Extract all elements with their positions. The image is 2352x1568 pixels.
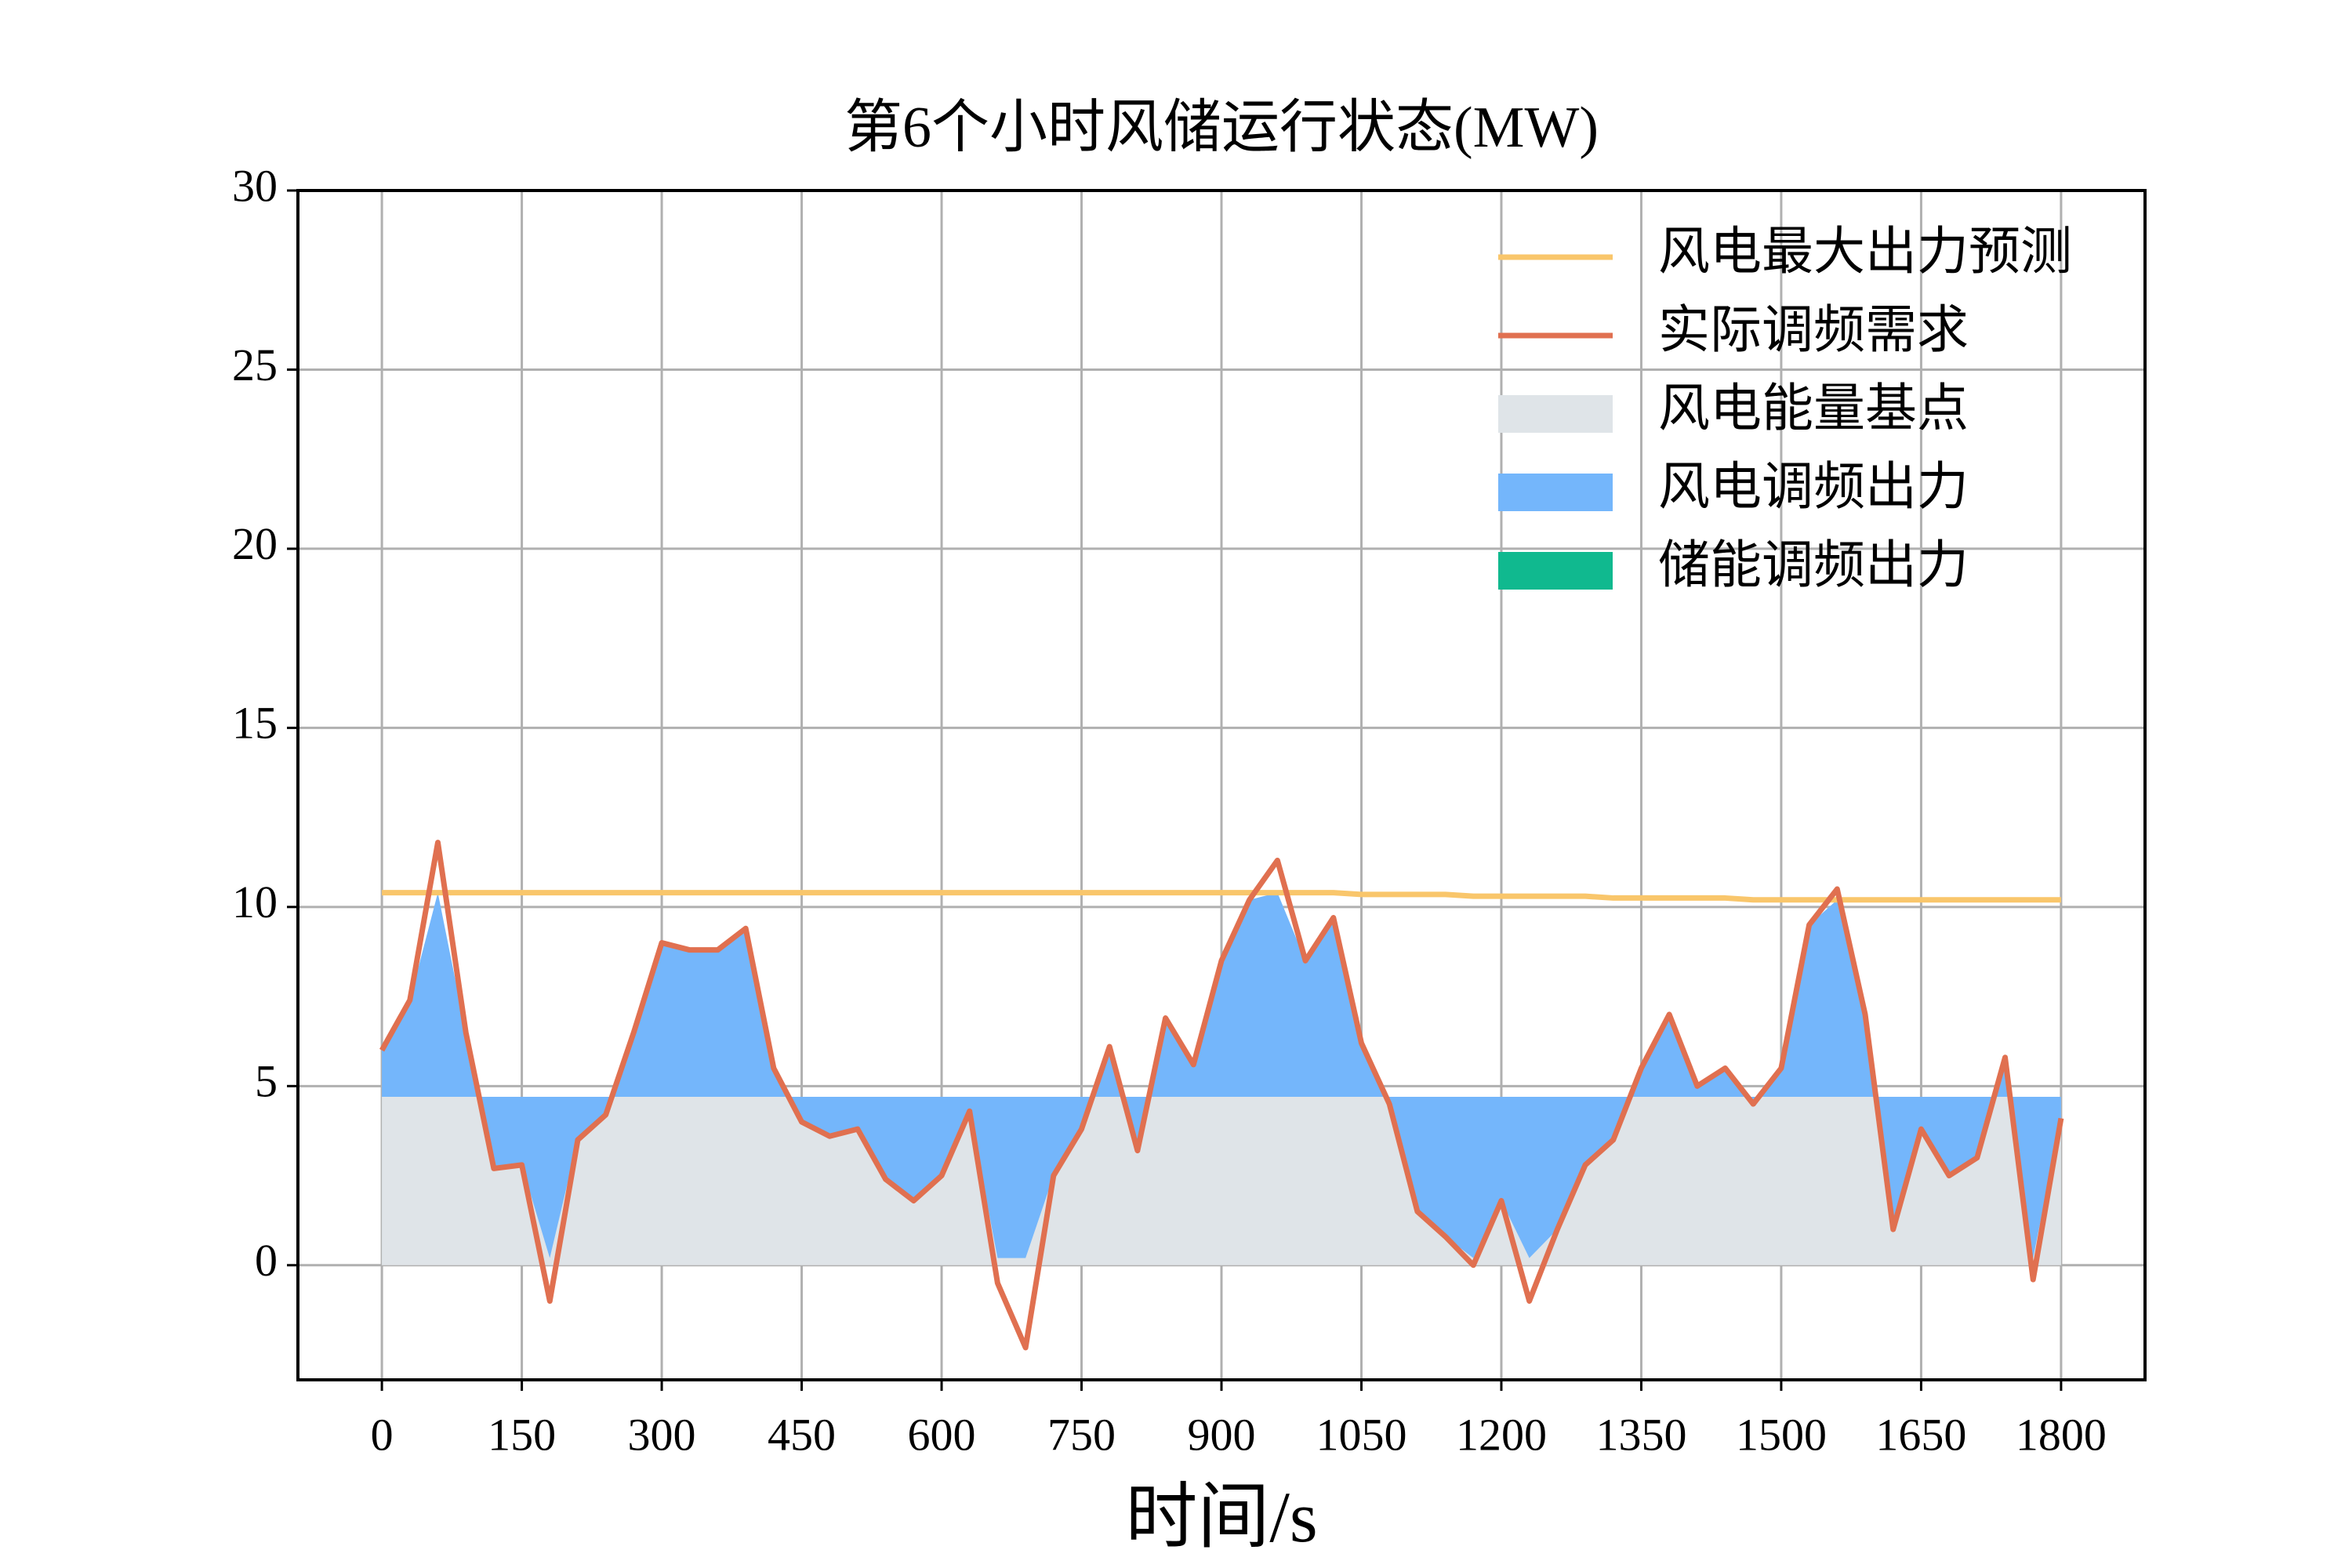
y-tick-label: 15 [232, 698, 278, 749]
x-tick-label: 1200 [1456, 1409, 1547, 1460]
legend-label: 风电能量基点 [1658, 380, 1969, 437]
x-tick-label: 1500 [1736, 1409, 1827, 1460]
x-tick-label: 750 [1047, 1409, 1116, 1460]
legend-patch [1498, 395, 1613, 433]
x-tick-label: 150 [488, 1409, 556, 1460]
x-tick-label: 1800 [2016, 1409, 2107, 1460]
x-tick-label: 600 [908, 1409, 976, 1460]
x-tick-label: 1350 [1595, 1409, 1686, 1460]
series-line [379, 840, 2064, 1351]
x-tick-label: 300 [628, 1409, 696, 1460]
legend-patch [1498, 552, 1613, 590]
chart-title: 第6个小时风储运行状态(MW) [844, 96, 1599, 160]
legend-label: 风电调频出力 [1658, 459, 1969, 516]
plot-frame [296, 189, 2147, 1381]
series-area [382, 892, 2061, 1258]
x-tick-label: 1650 [1875, 1409, 1966, 1460]
y-tick-label: 0 [255, 1235, 278, 1286]
y-tick-label: 5 [255, 1056, 278, 1107]
x-tick-label: 1050 [1316, 1409, 1406, 1460]
x-axis-label: 时间/s [1125, 1477, 1317, 1557]
x-tick-label: 900 [1188, 1409, 1256, 1460]
x-tick-label: 0 [371, 1409, 394, 1460]
y-tick-label: 20 [232, 518, 278, 569]
x-tick-label: 450 [768, 1409, 836, 1460]
series-area [382, 1097, 2061, 1265]
y-tick-label: 10 [232, 877, 278, 927]
legend-label: 储能调频出力 [1658, 537, 1969, 594]
series-line [382, 890, 2061, 903]
y-tick-label: 30 [232, 160, 278, 211]
legend-label: 风电最大出力预测 [1658, 223, 2072, 281]
legend-patch [1498, 474, 1613, 511]
y-tick-label: 25 [232, 339, 278, 390]
legend-label: 实际调频需求 [1658, 302, 1969, 359]
